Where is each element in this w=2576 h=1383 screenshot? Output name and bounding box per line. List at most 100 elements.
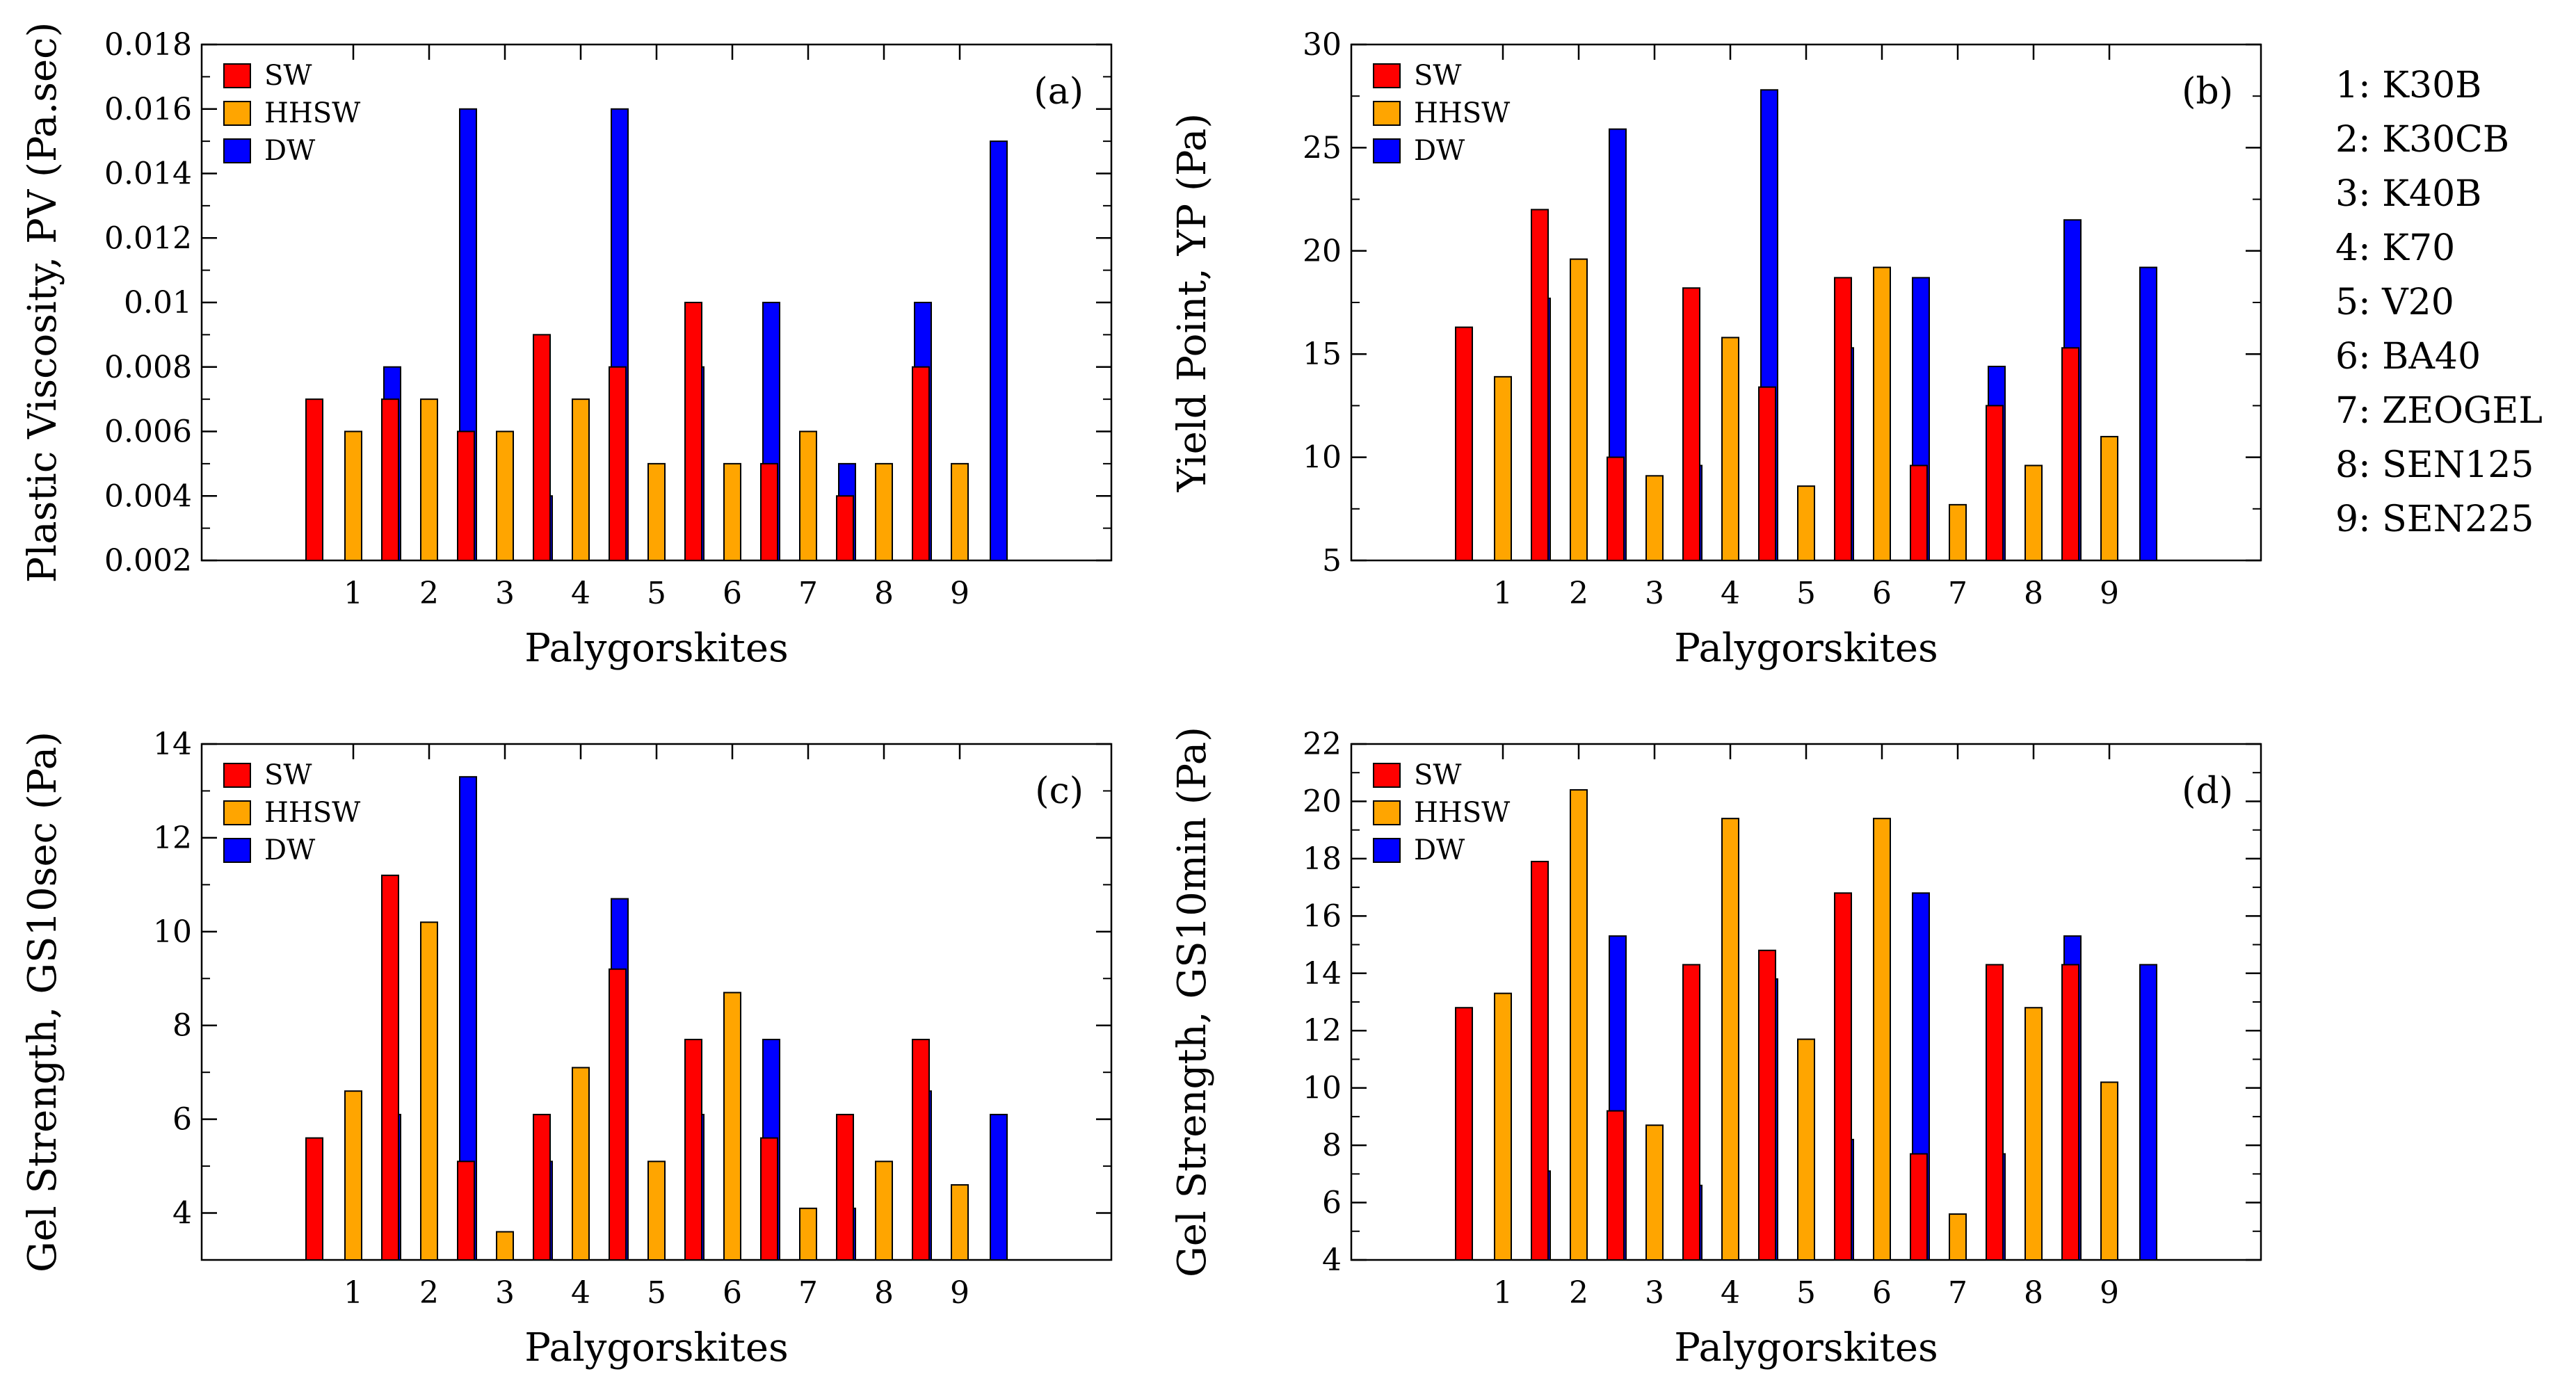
y-tick-label: 20 — [1303, 234, 1342, 269]
bar-sw — [1682, 964, 1700, 1261]
panel-label: (c) — [1035, 770, 1084, 812]
bar-sw — [533, 334, 551, 561]
bar-sw — [609, 968, 627, 1261]
legend-swatch — [1373, 138, 1401, 163]
legend-swatch — [223, 138, 251, 163]
x-tick-label: 3 — [495, 1275, 515, 1311]
panel-label: (a) — [1033, 71, 1084, 113]
key-item: 3: K40B — [2335, 173, 2481, 215]
y-tick-label: 18 — [1303, 841, 1342, 877]
legend-swatch — [1373, 101, 1401, 126]
bar-hhsw — [1797, 1038, 1815, 1261]
y-tick-label: 10 — [153, 914, 192, 950]
key-item: 7: ZEOGEL — [2335, 390, 2543, 432]
y-tick-label: 6 — [1322, 1186, 1342, 1221]
legend-swatch — [1373, 838, 1401, 863]
y-tick-label: 12 — [1303, 1013, 1342, 1049]
chart-panels: 0.002 0.004 0.006 0.008 0.01 0.012 0.014 0.016 0… — [20, 22, 2262, 1370]
x-tick-label: 6 — [723, 576, 742, 611]
bar-hhsw — [1570, 788, 1588, 1261]
panel-label: (b) — [2182, 71, 2233, 113]
x-tick-label: 4 — [571, 576, 590, 611]
bar-sw — [609, 366, 627, 561]
key-item: 1: K30B — [2335, 65, 2481, 106]
legend-label: DW — [1414, 135, 1465, 167]
bar-sw — [1455, 326, 1473, 561]
legend-swatch — [223, 800, 251, 825]
bar-sw — [912, 1038, 930, 1261]
bar-sw — [1910, 1153, 1928, 1261]
legend-label: DW — [1414, 834, 1465, 866]
bar-hhsw — [2100, 435, 2118, 561]
bar-sw — [2061, 964, 2079, 1261]
bar-hhsw — [1721, 818, 1739, 1261]
y-tick-label: 8 — [1322, 1128, 1342, 1163]
bar-hhsw — [799, 430, 817, 561]
key-item: 8: SEN125 — [2335, 444, 2534, 486]
bar-hhsw — [951, 462, 969, 561]
x-tick-label: 4 — [1721, 1275, 1740, 1311]
x-tick-label: 3 — [495, 576, 515, 611]
bar-sw — [1455, 1007, 1473, 1261]
y-tick-label: 20 — [1303, 784, 1342, 819]
x-tick-label: 9 — [950, 1275, 969, 1311]
bar-sw — [457, 1160, 475, 1261]
y-tick-label: 8 — [172, 1008, 192, 1044]
bar-hhsw — [1721, 337, 1739, 561]
y-axis-label: Plastic Viscosity, PV (Pa.sec) — [20, 22, 65, 583]
bar-sw — [1834, 277, 1852, 561]
x-tick-label: 2 — [1569, 576, 1588, 611]
x-tick-label: 1 — [1493, 576, 1513, 611]
legend-label: HHSW — [1414, 97, 1510, 129]
x-tick-label: 9 — [2100, 1275, 2119, 1311]
legend-swatch — [223, 101, 251, 126]
bar-hhsw — [647, 462, 666, 561]
x-tick-label: 3 — [1645, 1275, 1664, 1311]
y-tick-label: 6 — [172, 1102, 192, 1138]
x-tick-label: 8 — [874, 1275, 894, 1311]
y-tick-label: 15 — [1303, 337, 1342, 372]
y-axis-label: Gel Strength, GS10sec (Pa) — [20, 731, 65, 1272]
x-tick-label: 3 — [1645, 576, 1664, 611]
bar-sw — [684, 1038, 702, 1261]
bar-sw — [1531, 861, 1549, 1261]
x-tick-label: 7 — [1948, 1275, 1967, 1311]
key-item: 2: K30CB — [2335, 119, 2509, 161]
y-tick-label: 0.01 — [124, 285, 192, 321]
bar-sw — [305, 398, 323, 561]
x-tick-label: 5 — [647, 1275, 666, 1311]
x-tick-label: 4 — [571, 1275, 590, 1311]
x-tick-label: 8 — [2024, 576, 2043, 611]
bar-dw — [990, 140, 1008, 561]
y-axis-label: Yield Point, YP (Pa) — [1170, 113, 1215, 493]
x-tick-label: 4 — [1721, 576, 1740, 611]
y-tick-label: 10 — [1303, 440, 1342, 476]
x-tick-label: 1 — [344, 576, 363, 611]
x-tick-label: 1 — [1493, 1275, 1513, 1311]
bar-sw — [684, 302, 702, 561]
x-tick-label: 1 — [344, 1275, 363, 1311]
y-tick-label: 0.016 — [104, 92, 192, 127]
bar-sw — [2061, 347, 2079, 561]
bar-hhsw — [1645, 475, 1664, 562]
y-tick-label: 4 — [1322, 1243, 1342, 1278]
x-tick-label: 5 — [1796, 576, 1816, 611]
bar-sw — [305, 1137, 323, 1261]
bar-hhsw — [647, 1160, 666, 1261]
bar-hhsw — [420, 921, 438, 1261]
y-tick-label: 30 — [1303, 27, 1342, 63]
legend-label: SW — [264, 759, 312, 791]
bar-hhsw — [875, 462, 893, 561]
bar-sw — [457, 430, 475, 561]
bar-sw — [760, 462, 778, 561]
x-tick-label: 6 — [1872, 1275, 1892, 1311]
x-axis-label: Palygorskites — [524, 626, 788, 671]
bar-sw — [836, 1113, 854, 1261]
y-tick-label: 0.018 — [104, 27, 192, 63]
y-tick-label: 0.014 — [104, 156, 192, 192]
legend-label: HHSW — [264, 797, 360, 829]
bar-dw — [990, 1113, 1008, 1261]
x-axis-label: Palygorskites — [524, 1325, 788, 1370]
